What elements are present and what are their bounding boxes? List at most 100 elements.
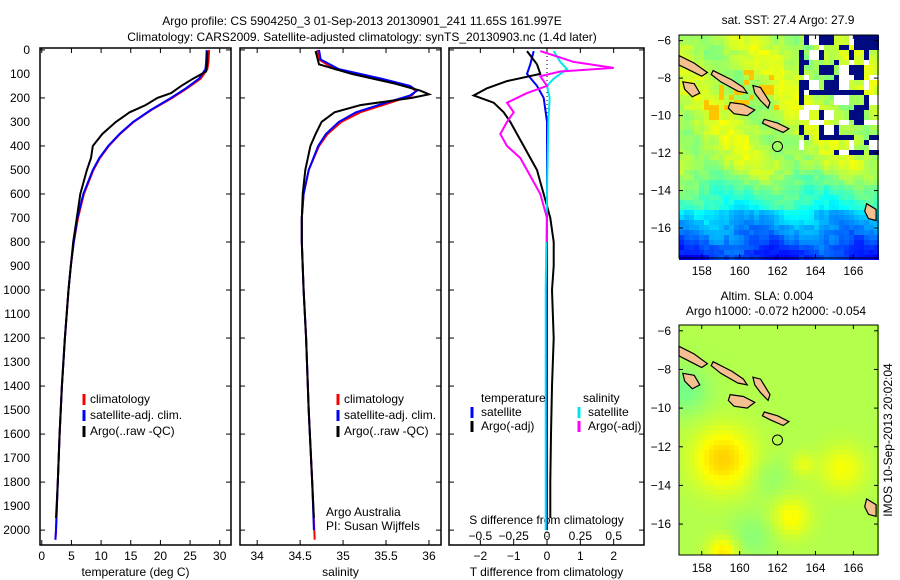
- sst-cell: [874, 200, 879, 205]
- sla-cell: [854, 430, 859, 435]
- sla-cell: [729, 545, 734, 550]
- sst-cell: [694, 235, 699, 240]
- sla-cell: [744, 450, 749, 455]
- sst-cell: [844, 170, 849, 175]
- sla-cell: [729, 415, 734, 420]
- sst-cell: [804, 100, 809, 105]
- sla-cell: [849, 540, 854, 545]
- sla-cell: [689, 410, 694, 415]
- sst-cell: [809, 50, 814, 55]
- sst-cell: [784, 245, 789, 250]
- sla-cell: [839, 325, 844, 330]
- sla-cell: [749, 430, 754, 435]
- sla-cell: [724, 350, 729, 355]
- sst-cell: [724, 85, 729, 90]
- sla-cell: [859, 450, 864, 455]
- sla-cell: [804, 365, 809, 370]
- x-tick-label: 36: [422, 549, 436, 563]
- sla-cell: [724, 420, 729, 425]
- sla-cell: [799, 535, 804, 540]
- sla-cell: [774, 485, 779, 490]
- sla-cell: [809, 550, 814, 555]
- sla-cell: [704, 515, 709, 520]
- sla-cell: [709, 365, 714, 370]
- sst-cell: [754, 130, 759, 135]
- sla-cell: [764, 380, 769, 385]
- sst-cell: [679, 45, 684, 50]
- sst-cell: [834, 250, 839, 255]
- sla-cell: [779, 530, 784, 535]
- sst-cell: [849, 55, 854, 60]
- sst-cell: [754, 215, 759, 220]
- sla-cell: [704, 505, 709, 510]
- sst-cell: [724, 100, 729, 105]
- sst-cell: [754, 175, 759, 180]
- sst-cell: [689, 140, 694, 145]
- sst-cell: [829, 250, 834, 255]
- sla-cell: [804, 470, 809, 475]
- sst-cell: [779, 135, 784, 140]
- sst-cell: [769, 225, 774, 230]
- sst-cell: [849, 195, 854, 200]
- sla-cell: [714, 340, 719, 345]
- sla-cell: [794, 410, 799, 415]
- sst-cell: [829, 120, 834, 125]
- sla-cell: [794, 445, 799, 450]
- sla-cell: [789, 415, 794, 420]
- sst-cell: [769, 65, 774, 70]
- sst-cell: [844, 65, 849, 70]
- sla-cell: [779, 390, 784, 395]
- sla-cell: [734, 455, 739, 460]
- sla-cell: [839, 345, 844, 350]
- sst-cell: [749, 75, 754, 80]
- sla-cell: [714, 415, 719, 420]
- sst-cell: [834, 50, 839, 55]
- sst-cell: [864, 35, 869, 40]
- sst-cell: [704, 55, 709, 60]
- sla-cell: [779, 400, 784, 405]
- sla-cell: [734, 515, 739, 520]
- sst-cell: [779, 175, 784, 180]
- sst-cell: [684, 220, 689, 225]
- sst-cell: [684, 95, 689, 100]
- sla-cell: [864, 345, 869, 350]
- sst-cell: [824, 210, 829, 215]
- sst-cell: [749, 105, 754, 110]
- sst-cell: [679, 235, 684, 240]
- sla-cell: [734, 345, 739, 350]
- sst-cell: [779, 155, 784, 160]
- sst-cell: [829, 200, 834, 205]
- sst-cell: [864, 150, 869, 155]
- sla-cell: [764, 515, 769, 520]
- sst-cell: [704, 165, 709, 170]
- sla-cell: [779, 385, 784, 390]
- sst-cell: [784, 200, 789, 205]
- sla-cell: [719, 545, 724, 550]
- sla-cell: [689, 540, 694, 545]
- sst-cell: [729, 180, 734, 185]
- sst-cell: [739, 60, 744, 65]
- sst-cell: [829, 220, 834, 225]
- sst-cell: [794, 70, 799, 75]
- sla-cell: [684, 445, 689, 450]
- sst-cell: [699, 115, 704, 120]
- sla-cell: [854, 505, 859, 510]
- sla-cell: [739, 435, 744, 440]
- sla-cell: [684, 450, 689, 455]
- sla-cell: [819, 485, 824, 490]
- sst-cell: [769, 155, 774, 160]
- sla-cell: [719, 430, 724, 435]
- sla-cell: [764, 345, 769, 350]
- sst-cell: [679, 200, 684, 205]
- sla-cell: [864, 480, 869, 485]
- sst-cell: [744, 170, 749, 175]
- sla-cell: [804, 395, 809, 400]
- sla-cell: [814, 365, 819, 370]
- sst-cell: [749, 55, 754, 60]
- sla-cell: [859, 480, 864, 485]
- sla-cell: [794, 390, 799, 395]
- sla-cell: [839, 330, 844, 335]
- sst-cell: [769, 95, 774, 100]
- sla-cell: [849, 430, 854, 435]
- sst-cell: [864, 225, 869, 230]
